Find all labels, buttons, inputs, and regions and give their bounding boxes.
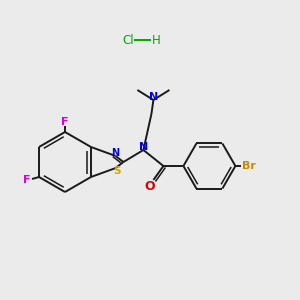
Text: O: O <box>144 181 155 194</box>
Text: N: N <box>149 92 158 102</box>
Text: Cl: Cl <box>122 34 134 46</box>
Text: F: F <box>23 175 31 185</box>
Text: F: F <box>61 117 69 127</box>
Text: Br: Br <box>242 161 256 171</box>
Text: S: S <box>114 166 121 176</box>
Text: N: N <box>111 148 119 158</box>
Text: H: H <box>152 34 161 46</box>
Text: N: N <box>139 142 148 152</box>
